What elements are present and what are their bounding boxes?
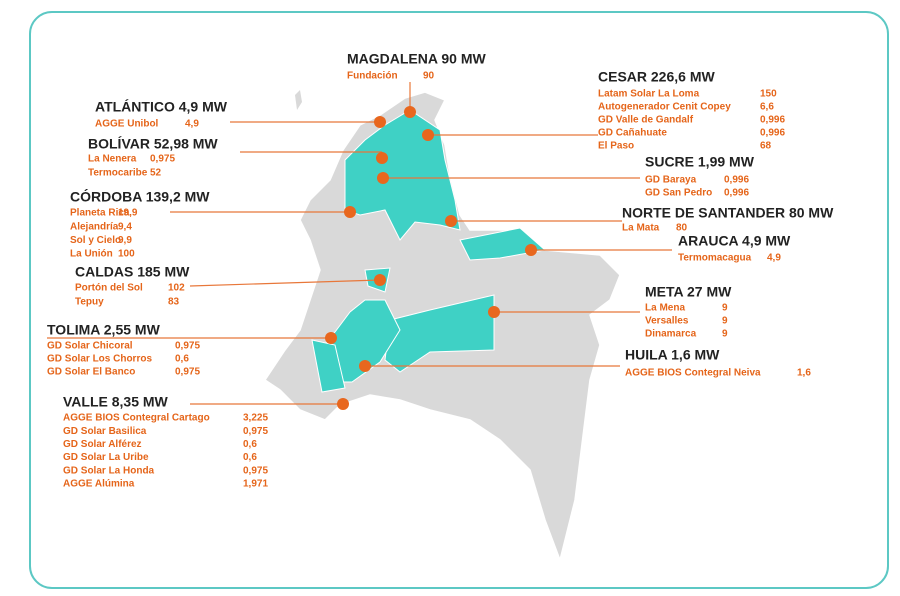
- highlighted-departments: [311, 109, 547, 393]
- project-name: La Mena: [645, 303, 685, 314]
- project-name: AGGE Alúmina: [63, 479, 135, 490]
- region-title: CALDAS 185 MW: [75, 264, 190, 280]
- project-value: 1,6: [797, 368, 811, 379]
- location-dot: [488, 306, 500, 318]
- region-title: BOLÍVAR 52,98 MW: [88, 136, 218, 152]
- location-dot: [359, 360, 371, 372]
- region-title: CESAR 226,6 MW: [598, 69, 715, 85]
- project-value: 0,975: [243, 465, 268, 476]
- project-name: Versalles: [645, 316, 689, 327]
- project-value: 0,975: [175, 341, 200, 352]
- location-dot: [377, 172, 389, 184]
- region-title: META 27 MW: [645, 284, 732, 300]
- project-name: GD Solar Basilica: [63, 426, 147, 437]
- project-name: GD Baraya: [645, 175, 697, 186]
- project-name: Planeta Rica: [70, 208, 130, 219]
- project-name: La Nenera: [88, 154, 137, 165]
- project-value: 102: [168, 283, 185, 294]
- project-name: GD Valle de Gandalf: [598, 115, 694, 126]
- project-name: Termocaribe: [88, 168, 148, 179]
- location-dot: [374, 116, 386, 128]
- project-name: Latam Solar La Loma: [598, 89, 700, 100]
- project-value: 4,9: [767, 253, 781, 264]
- region-title: TOLIMA 2,55 MW: [47, 322, 161, 338]
- project-value: 0,996: [760, 115, 785, 126]
- project-value: 6,6: [760, 102, 774, 113]
- arauca: [459, 227, 547, 261]
- project-value: 90: [423, 71, 435, 82]
- project-value: 68: [760, 141, 772, 152]
- project-name: AGGE BIOS Contegral Neiva: [625, 368, 761, 379]
- project-name: GD Solar Alférez: [63, 439, 142, 450]
- northern-departments: [344, 109, 461, 241]
- project-value: 52: [150, 168, 162, 179]
- island: [295, 90, 302, 110]
- location-dot: [337, 398, 349, 410]
- project-name: Termomacagua: [678, 253, 752, 264]
- project-value: 0,996: [724, 188, 749, 199]
- location-dot: [325, 332, 337, 344]
- location-dot: [404, 106, 416, 118]
- project-value: 0,975: [150, 154, 175, 165]
- location-dot: [374, 274, 386, 286]
- region-title: HUILA 1,6 MW: [625, 347, 720, 363]
- project-value: 0,975: [243, 426, 268, 437]
- project-value: 9: [722, 303, 728, 314]
- project-name: GD Solar La Honda: [63, 465, 155, 476]
- project-value: 0,996: [724, 175, 749, 186]
- project-name: GD Solar La Uribe: [63, 452, 149, 463]
- location-dot: [422, 129, 434, 141]
- labels: MAGDALENA 90 MW Fundación 90 ATLÁNTICO 4,9 …: [47, 51, 834, 490]
- project-name: La Mata: [622, 223, 660, 234]
- project-name: Alejandría: [70, 221, 119, 232]
- project-name: AGGE BIOS Contegral Cartago: [63, 413, 210, 424]
- meta: [384, 294, 495, 373]
- project-value: 100: [118, 249, 135, 260]
- location-dot: [525, 244, 537, 256]
- project-value: 0,6: [243, 452, 257, 463]
- project-value: 1,971: [243, 479, 268, 490]
- project-value: 4,9: [185, 119, 199, 130]
- region-title: SUCRE 1,99 MW: [645, 154, 755, 170]
- project-name: Dinamarca: [645, 329, 697, 340]
- project-name: GD Cañahuate: [598, 128, 667, 139]
- project-name: GD Solar Chicoral: [47, 341, 133, 352]
- project-value: 83: [168, 297, 180, 308]
- project-value: 3,225: [243, 413, 268, 424]
- project-value: 9,9: [118, 235, 132, 246]
- project-name: Portón del Sol: [75, 283, 143, 294]
- project-value: 80: [676, 223, 688, 234]
- project-value: 0,975: [175, 367, 200, 378]
- project-value: 9,4: [118, 221, 132, 232]
- project-name: Fundación: [347, 71, 398, 82]
- project-name: La Unión: [70, 249, 113, 260]
- project-name: AGGE Unibol: [95, 119, 159, 130]
- location-dot: [376, 152, 388, 164]
- project-name: GD Solar El Banco: [47, 367, 135, 378]
- project-name: GD San Pedro: [645, 188, 712, 199]
- project-value: 9: [722, 316, 728, 327]
- region-title: NORTE DE SANTANDER 80 MW: [622, 205, 834, 221]
- location-dot: [344, 206, 356, 218]
- project-value: 0,6: [243, 439, 257, 450]
- project-name: Tepuy: [75, 297, 104, 308]
- region-title: VALLE 8,35 MW: [63, 394, 169, 410]
- project-value: 19,9: [118, 208, 138, 219]
- project-value: 0,996: [760, 128, 785, 139]
- project-name: GD Solar Los Chorros: [47, 354, 152, 365]
- project-name: El Paso: [598, 141, 634, 152]
- location-dot: [445, 215, 457, 227]
- project-value: 9: [722, 329, 728, 340]
- leader-line: [189, 279, 381, 287]
- project-name: Sol y Cielo: [70, 235, 121, 246]
- valle: [311, 339, 346, 393]
- region-title: MAGDALENA 90 MW: [347, 51, 486, 67]
- region-title: ATLÁNTICO 4,9 MW: [95, 99, 228, 115]
- project-name: Autogenerador Cenit Copey: [598, 102, 731, 113]
- project-value: 150: [760, 89, 777, 100]
- region-title: CÓRDOBA 139,2 MW: [70, 188, 210, 205]
- region-title: ARAUCA 4,9 MW: [678, 233, 791, 249]
- project-value: 0,6: [175, 354, 189, 365]
